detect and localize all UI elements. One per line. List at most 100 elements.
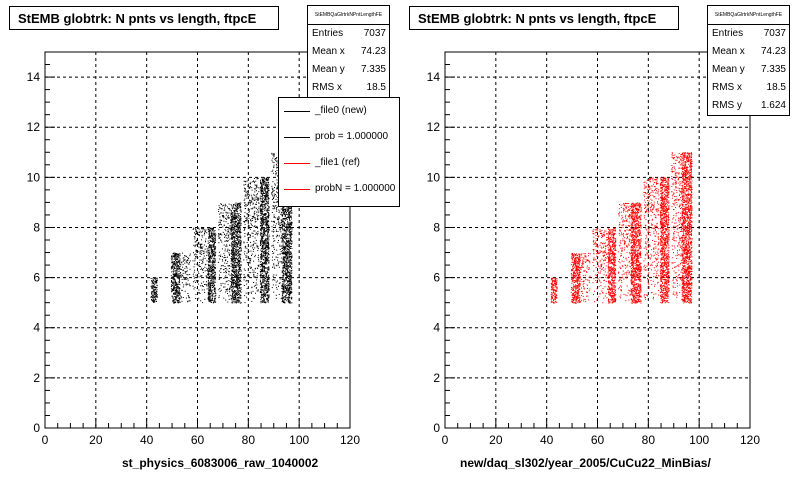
data-point: [277, 222, 279, 224]
data-point: [177, 260, 179, 262]
data-point: [264, 294, 266, 296]
data-point: [253, 270, 255, 272]
data-point: [211, 255, 213, 257]
data-point: [262, 271, 264, 273]
data-point: [231, 256, 233, 257]
data-point: [238, 261, 240, 263]
data-point: [222, 215, 224, 217]
data-point: [235, 226, 236, 227]
data-point: [152, 282, 154, 284]
data-point: [253, 230, 255, 232]
data-point: [238, 264, 240, 266]
data-point: [235, 264, 237, 266]
data-point: [278, 223, 280, 225]
data-point: [254, 189, 256, 191]
data-point: [230, 260, 232, 262]
data-point: [224, 248, 226, 250]
data-point: [262, 193, 264, 195]
data-point: [202, 261, 204, 263]
data-point: [209, 230, 211, 232]
data-point: [174, 252, 176, 254]
data-point: [207, 283, 209, 285]
data-point: [230, 211, 232, 213]
data-point: [257, 273, 259, 275]
data-point: [272, 154, 274, 156]
data-point: [174, 262, 175, 264]
data-point: [232, 288, 234, 290]
data-point: [151, 295, 153, 297]
data-point: [238, 253, 240, 255]
data-point: [233, 224, 235, 226]
data-point: [219, 224, 220, 226]
data-point: [267, 255, 269, 257]
data-point: [223, 253, 225, 255]
data-point: [266, 291, 268, 293]
data-point: [237, 290, 238, 292]
data-point: [211, 269, 212, 271]
data-point: [261, 209, 263, 211]
data-point: [212, 252, 214, 253]
data-point: [220, 254, 222, 256]
data-point: [240, 244, 242, 246]
data-point: [173, 299, 175, 301]
data-point: [234, 233, 236, 235]
data-point: [289, 279, 290, 281]
data-point: [173, 252, 175, 254]
data-point: [229, 294, 231, 296]
data-point: [282, 262, 284, 264]
data-point: [208, 287, 210, 289]
data-point: [196, 263, 198, 265]
data-point: [277, 217, 279, 219]
data-point: [289, 219, 290, 221]
data-point: [232, 291, 234, 292]
data-point: [258, 254, 259, 256]
data-point: [280, 225, 282, 227]
data-point: [176, 301, 178, 303]
data-point: [267, 301, 269, 303]
data-point: [285, 290, 287, 292]
data-point: [225, 214, 227, 216]
data-point: [173, 261, 175, 262]
data-point: [274, 201, 276, 203]
data-point: [285, 263, 287, 265]
data-point: [240, 261, 242, 263]
data-point: [218, 229, 220, 231]
data-point: [176, 267, 178, 269]
data-point: [218, 234, 220, 235]
data-point: [218, 211, 220, 212]
data-point: [176, 273, 178, 275]
data-point: [238, 221, 240, 223]
data-point: [267, 247, 269, 249]
data-point: [154, 286, 156, 288]
data-point: [258, 197, 260, 199]
data-point: [265, 292, 267, 294]
data-point: [231, 250, 233, 252]
data-point: [243, 241, 245, 243]
data-point: [288, 253, 290, 255]
data-point: [287, 220, 289, 222]
data-point: [275, 164, 277, 166]
data-point: [212, 278, 214, 280]
data-point: [237, 205, 238, 206]
data-point: [261, 227, 263, 229]
data-point: [227, 256, 228, 258]
data-point: [176, 285, 178, 287]
data-point: [173, 271, 174, 273]
data-point: [219, 216, 221, 218]
data-point: [231, 238, 233, 240]
data-point: [285, 264, 287, 266]
data-point: [261, 252, 263, 254]
data-point: [267, 224, 269, 226]
data-point: [235, 202, 237, 204]
data-point: [268, 275, 269, 277]
data-point: [172, 264, 174, 265]
data-point: [173, 276, 175, 278]
data-point: [207, 291, 209, 293]
data-point: [288, 272, 290, 274]
data-point: [264, 267, 266, 269]
data-point: [194, 260, 196, 262]
data-point: [154, 287, 156, 289]
data-point: [268, 297, 270, 299]
data-point: [267, 231, 269, 232]
data-point: [250, 250, 252, 252]
